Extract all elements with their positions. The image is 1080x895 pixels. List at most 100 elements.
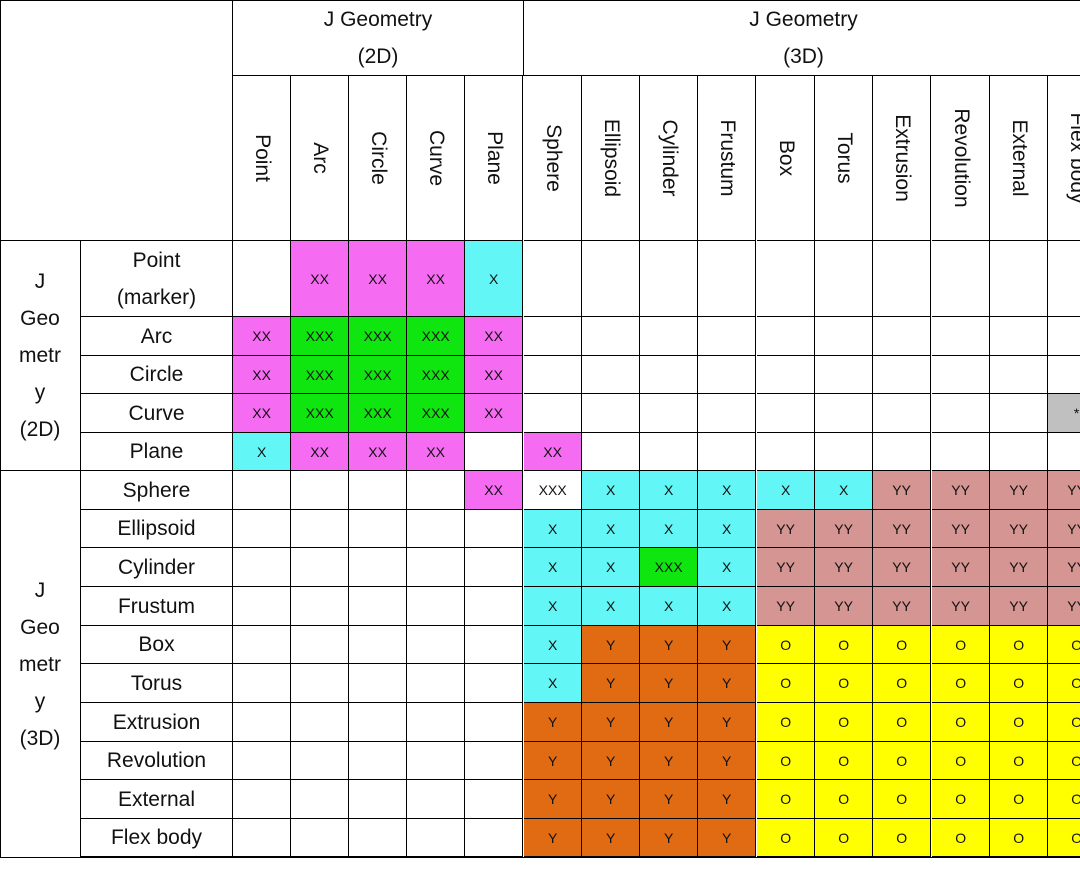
matrix-cell (524, 241, 583, 317)
matrix-cell (815, 241, 874, 317)
matrix-cell: Y (524, 780, 583, 819)
row-group-3d-line: Geo (20, 615, 60, 639)
matrix-cell (815, 394, 874, 433)
matrix-cell: Y (640, 664, 699, 703)
matrix-cell: YY (990, 510, 1049, 548)
column-header-label: Flex body (1065, 112, 1080, 204)
matrix-cell: O (932, 626, 991, 664)
matrix-cell (349, 587, 408, 626)
matrix-cell: YY (815, 548, 874, 587)
row-header-line: Revolution (106, 749, 207, 772)
row-group-3d-line: J (34, 578, 46, 602)
matrix-cell (349, 510, 408, 548)
column-header-flex-body: Flex body (1048, 76, 1080, 241)
matrix-cell: O (932, 819, 991, 857)
matrix-cell: YY (932, 548, 991, 587)
matrix-cell: O (873, 664, 932, 703)
matrix-cell: X (757, 471, 816, 510)
matrix-cell: Y (640, 780, 699, 819)
matrix-cell (291, 819, 350, 857)
matrix-cell: YY (1048, 587, 1080, 626)
column-header-label: Frustum (715, 119, 739, 197)
matrix-cell (465, 548, 524, 587)
matrix-cell (233, 819, 292, 857)
matrix-cell: YY (990, 548, 1049, 587)
matrix-cell: O (873, 780, 932, 819)
matrix-cell (582, 356, 641, 394)
matrix-cell: Y (582, 742, 641, 780)
column-header-label: Arc (308, 142, 332, 174)
header-group-3d-line: (3D) (783, 44, 824, 68)
matrix-cell (698, 356, 757, 394)
row-group-2d-line: metr (19, 344, 61, 367)
row-header-frustum: Frustum (81, 587, 233, 626)
column-header-point: Point (233, 76, 292, 241)
row-header-extrusion: Extrusion (81, 703, 233, 742)
matrix-cell: O (757, 626, 816, 664)
column-header-ellipsoid: Ellipsoid (582, 76, 641, 241)
matrix-cell: Y (698, 626, 757, 664)
matrix-cell (291, 548, 350, 587)
matrix-cell: XXX (407, 356, 466, 394)
matrix-cell: X (524, 664, 583, 703)
matrix-cell (233, 742, 292, 780)
matrix-cell (990, 394, 1049, 433)
matrix-cell: Y (582, 819, 641, 857)
matrix-cell: O (815, 819, 874, 857)
matrix-cell: O (757, 664, 816, 703)
matrix-cell: YY (873, 510, 932, 548)
matrix-cell: XXX (349, 394, 408, 433)
table-frame (0, 0, 1080, 858)
row-header-arc: Arc (81, 317, 233, 356)
matrix-cell (465, 664, 524, 703)
matrix-cell: Y (524, 742, 583, 780)
matrix-cell (1048, 241, 1080, 317)
matrix-cell (233, 664, 292, 703)
matrix-cell: XX (465, 356, 524, 394)
matrix-cell: O (815, 742, 874, 780)
matrix-cell (291, 510, 350, 548)
matrix-cell: O (990, 626, 1049, 664)
column-header-circle: Circle (349, 76, 408, 241)
matrix-cell (757, 317, 816, 356)
column-header-label: External (1007, 119, 1031, 197)
matrix-cell: O (815, 626, 874, 664)
header-group-2d: J Geometry (2D) (233, 0, 524, 76)
row-header-line: Ellipsoid (117, 517, 196, 540)
column-header-cylinder: Cylinder (640, 76, 699, 241)
matrix-cell (640, 394, 699, 433)
matrix-cell: X (582, 548, 641, 587)
matrix-cell: O (932, 703, 991, 742)
matrix-cell (349, 664, 408, 703)
column-header-label: Torus (832, 132, 856, 184)
column-header-revolution: Revolution (932, 76, 991, 241)
matrix-cell: YY (873, 471, 932, 510)
row-header-line: Point (132, 248, 181, 272)
matrix-cell: Y (640, 626, 699, 664)
row-header-line: Cylinder (117, 555, 196, 579)
matrix-cell: O (873, 626, 932, 664)
matrix-cell (407, 626, 466, 664)
matrix-cell (349, 471, 408, 510)
matrix-cell: XX (524, 433, 583, 471)
matrix-cell (465, 510, 524, 548)
matrix-cell: O (757, 780, 816, 819)
matrix-cell (233, 780, 292, 819)
matrix-cell (1048, 317, 1080, 356)
matrix-cell: O (873, 703, 932, 742)
matrix-cell: O (757, 742, 816, 780)
matrix-cell: Y (582, 703, 641, 742)
row-header-box: Box (81, 626, 233, 664)
row-header-line: Arc (140, 324, 173, 348)
matrix-cell (407, 548, 466, 587)
matrix-cell (582, 317, 641, 356)
matrix-cell (291, 703, 350, 742)
matrix-cell: O (873, 742, 932, 780)
matrix-cell: X (582, 510, 641, 548)
matrix-cell: X (698, 548, 757, 587)
row-header-flex-body: Flex body (81, 819, 233, 857)
matrix-cell (932, 356, 991, 394)
column-header-label: Cylinder (657, 119, 681, 197)
row-header-line: External (117, 787, 196, 811)
matrix-cell: XXX (291, 356, 350, 394)
